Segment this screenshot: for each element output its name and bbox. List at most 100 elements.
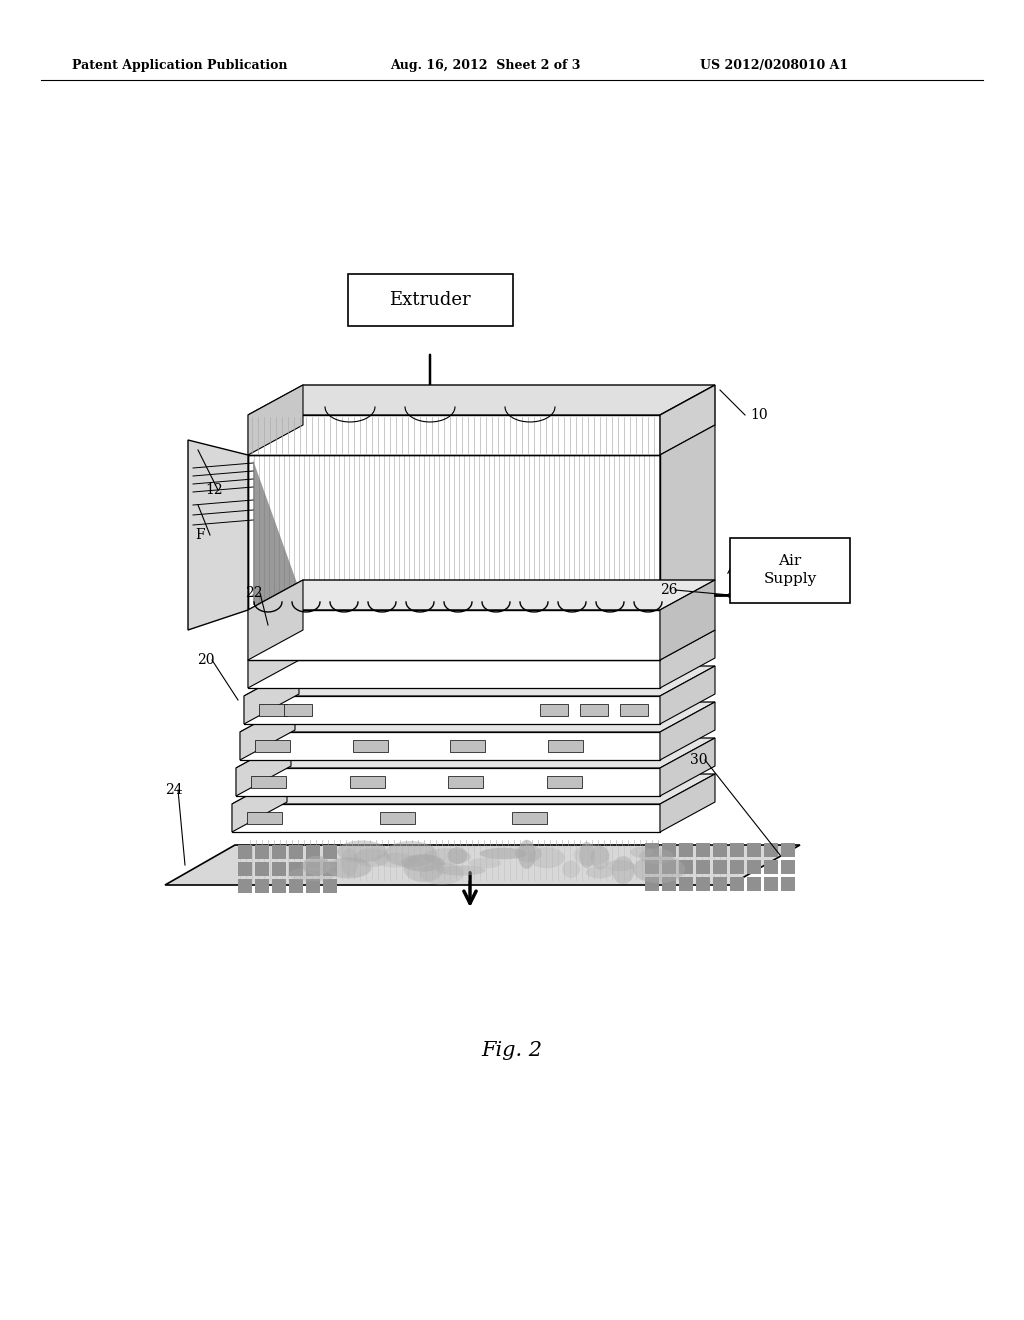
Text: Air
Supply: Air Supply bbox=[763, 554, 816, 586]
Bar bbox=[746, 843, 761, 857]
Bar bbox=[764, 876, 778, 891]
Bar bbox=[764, 861, 778, 874]
Ellipse shape bbox=[562, 861, 580, 878]
Text: Extruder: Extruder bbox=[389, 290, 471, 309]
Bar bbox=[289, 862, 303, 876]
Bar bbox=[547, 776, 582, 788]
Polygon shape bbox=[240, 733, 660, 760]
Polygon shape bbox=[244, 667, 299, 723]
Bar bbox=[306, 845, 319, 859]
Bar bbox=[238, 862, 252, 876]
Bar bbox=[696, 876, 710, 891]
Ellipse shape bbox=[606, 859, 634, 871]
Polygon shape bbox=[248, 610, 660, 660]
Polygon shape bbox=[660, 630, 715, 688]
Ellipse shape bbox=[573, 843, 609, 866]
Bar bbox=[679, 876, 693, 891]
Text: Aug. 16, 2012  Sheet 2 of 3: Aug. 16, 2012 Sheet 2 of 3 bbox=[390, 58, 581, 71]
Ellipse shape bbox=[612, 857, 634, 884]
Text: 24: 24 bbox=[165, 783, 182, 797]
Bar bbox=[255, 879, 269, 894]
Polygon shape bbox=[660, 425, 715, 610]
Polygon shape bbox=[248, 414, 660, 455]
Ellipse shape bbox=[469, 858, 502, 869]
Polygon shape bbox=[188, 440, 248, 630]
Text: 20: 20 bbox=[197, 653, 214, 667]
Polygon shape bbox=[232, 774, 287, 832]
Polygon shape bbox=[244, 696, 660, 723]
Bar bbox=[284, 705, 312, 715]
FancyBboxPatch shape bbox=[347, 275, 512, 326]
Polygon shape bbox=[248, 455, 660, 610]
Ellipse shape bbox=[423, 849, 471, 866]
Bar bbox=[255, 741, 290, 751]
Bar bbox=[259, 705, 287, 715]
FancyBboxPatch shape bbox=[730, 537, 850, 602]
Bar bbox=[746, 861, 761, 874]
Ellipse shape bbox=[301, 859, 336, 871]
Bar bbox=[352, 741, 387, 751]
Polygon shape bbox=[660, 579, 715, 660]
Bar bbox=[679, 843, 693, 857]
Polygon shape bbox=[660, 774, 715, 832]
Bar bbox=[645, 861, 659, 874]
Bar bbox=[746, 876, 761, 891]
Bar bbox=[323, 845, 337, 859]
Bar bbox=[662, 861, 676, 874]
Bar bbox=[306, 879, 319, 894]
Polygon shape bbox=[244, 667, 715, 696]
Bar bbox=[696, 861, 710, 874]
Ellipse shape bbox=[354, 849, 390, 867]
Polygon shape bbox=[248, 579, 715, 610]
Ellipse shape bbox=[303, 855, 331, 876]
Polygon shape bbox=[248, 630, 303, 688]
Ellipse shape bbox=[591, 846, 609, 870]
Ellipse shape bbox=[289, 867, 337, 882]
Ellipse shape bbox=[401, 854, 444, 871]
Bar bbox=[645, 843, 659, 857]
Text: US 2012/0208010 A1: US 2012/0208010 A1 bbox=[700, 58, 848, 71]
Ellipse shape bbox=[518, 840, 536, 869]
Text: Patent Application Publication: Patent Application Publication bbox=[72, 58, 288, 71]
Bar bbox=[247, 812, 282, 824]
Polygon shape bbox=[660, 702, 715, 760]
Polygon shape bbox=[248, 660, 660, 688]
Bar bbox=[238, 879, 252, 894]
Polygon shape bbox=[248, 385, 303, 455]
Bar bbox=[289, 879, 303, 894]
Ellipse shape bbox=[639, 849, 674, 865]
Ellipse shape bbox=[630, 846, 653, 858]
Bar bbox=[255, 862, 269, 876]
Polygon shape bbox=[165, 845, 800, 884]
Polygon shape bbox=[253, 459, 303, 605]
Ellipse shape bbox=[374, 853, 419, 867]
Text: 10: 10 bbox=[750, 408, 768, 422]
Bar bbox=[255, 845, 269, 859]
Polygon shape bbox=[240, 702, 295, 760]
Bar bbox=[764, 843, 778, 857]
Bar bbox=[380, 812, 415, 824]
Ellipse shape bbox=[479, 847, 526, 859]
Bar bbox=[781, 843, 795, 857]
Polygon shape bbox=[240, 702, 715, 733]
Polygon shape bbox=[660, 385, 715, 455]
Ellipse shape bbox=[385, 841, 437, 867]
Bar bbox=[449, 776, 483, 788]
Bar bbox=[620, 705, 648, 715]
Ellipse shape bbox=[337, 841, 387, 862]
Ellipse shape bbox=[403, 854, 444, 882]
Bar bbox=[272, 879, 286, 894]
Bar bbox=[580, 705, 608, 715]
Polygon shape bbox=[660, 667, 715, 723]
Bar bbox=[781, 861, 795, 874]
Polygon shape bbox=[232, 774, 715, 804]
Bar bbox=[713, 876, 727, 891]
Text: 30: 30 bbox=[690, 752, 708, 767]
Polygon shape bbox=[248, 385, 715, 414]
Polygon shape bbox=[236, 738, 291, 796]
Text: Fig. 2: Fig. 2 bbox=[481, 1040, 543, 1060]
Bar bbox=[730, 843, 744, 857]
Polygon shape bbox=[248, 579, 303, 660]
Bar bbox=[238, 845, 252, 859]
Bar bbox=[323, 862, 337, 876]
